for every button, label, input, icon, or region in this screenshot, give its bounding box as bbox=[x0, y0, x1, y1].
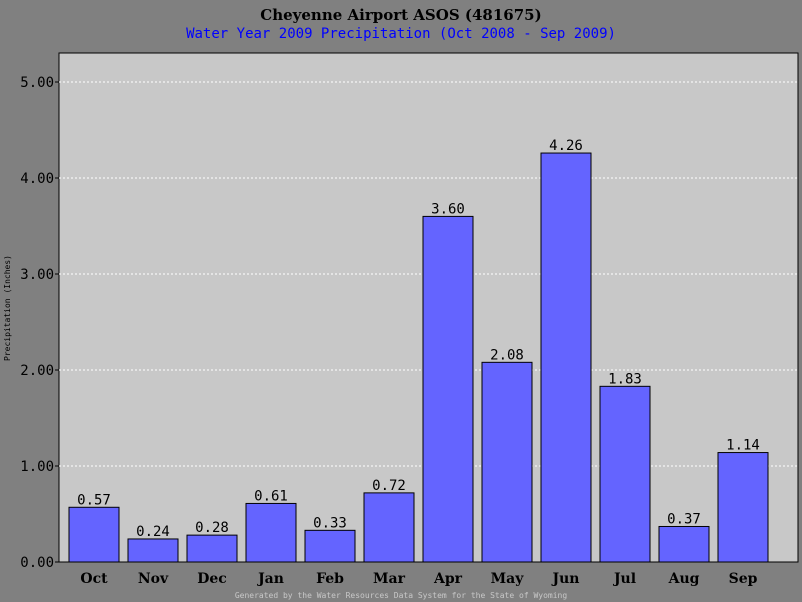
bar-jun bbox=[540, 152, 592, 563]
value-label-jul: 1.83 bbox=[608, 371, 642, 387]
value-label-sep: 1.14 bbox=[726, 438, 760, 454]
chart-title: Cheyenne Airport ASOS (481675) bbox=[260, 6, 541, 24]
x-category-mar: Mar bbox=[373, 571, 406, 587]
bar-mar bbox=[363, 492, 415, 563]
value-label-jan: 0.61 bbox=[254, 488, 288, 504]
x-category-jan: Jan bbox=[256, 571, 284, 587]
value-label-aug: 0.37 bbox=[667, 511, 701, 527]
bar-dec bbox=[186, 534, 238, 563]
value-label-nov: 0.24 bbox=[136, 524, 170, 540]
x-category-aug: Aug bbox=[668, 571, 700, 587]
y-tick-label: 1.00 bbox=[20, 459, 54, 475]
x-category-feb: Feb bbox=[316, 571, 344, 587]
x-category-apr: Apr bbox=[433, 571, 463, 587]
bar-may bbox=[481, 361, 533, 563]
bar-feb bbox=[304, 529, 356, 563]
x-axis-categories: Oct Nov Dec Jan Feb Mar Apr May Jun Jul Aug Sep bbox=[80, 571, 757, 587]
value-label-mar: 0.72 bbox=[372, 478, 406, 494]
bar-jul bbox=[599, 385, 651, 563]
bar-nov bbox=[127, 538, 179, 563]
bar-sep bbox=[717, 452, 769, 563]
x-category-jun: Jun bbox=[551, 571, 580, 587]
y-tick-label: 0.00 bbox=[20, 555, 54, 571]
x-category-sep: Sep bbox=[729, 571, 758, 587]
x-category-oct: Oct bbox=[80, 571, 108, 587]
y-tick-label: 2.00 bbox=[20, 363, 54, 379]
value-label-apr: 3.60 bbox=[431, 201, 465, 217]
chart-subtitle: Water Year 2009 Precipitation (Oct 2008 … bbox=[186, 26, 616, 42]
x-category-may: May bbox=[491, 571, 525, 587]
value-label-feb: 0.33 bbox=[313, 515, 347, 531]
y-tick-label: 3.00 bbox=[20, 267, 54, 283]
footer-credit: Generated by the Water Resources Data Sy… bbox=[235, 591, 568, 600]
value-label-dec: 0.28 bbox=[195, 520, 229, 536]
bar-apr bbox=[422, 215, 474, 563]
y-axis-label: Precipitation (Inches) bbox=[3, 255, 12, 361]
y-tick-label: 5.00 bbox=[20, 75, 54, 91]
value-label-may: 2.08 bbox=[490, 347, 524, 363]
x-category-dec: Dec bbox=[197, 571, 227, 587]
y-axis-ticks: 0.00 1.00 2.00 3.00 4.00 5.00 bbox=[20, 75, 59, 571]
bars bbox=[68, 152, 769, 563]
y-tick-label: 4.00 bbox=[20, 171, 54, 187]
value-labels: 0.57 0.24 0.28 0.61 0.33 0.72 3.60 2.08 4.26 1.83… bbox=[77, 138, 760, 540]
bar-aug bbox=[658, 525, 710, 563]
bar-jan bbox=[245, 502, 297, 563]
value-label-jun: 4.26 bbox=[549, 138, 583, 154]
x-category-jul: Jul bbox=[612, 571, 636, 587]
bar-oct bbox=[68, 506, 120, 563]
value-label-oct: 0.57 bbox=[77, 492, 111, 508]
x-category-nov: Nov bbox=[138, 571, 169, 587]
